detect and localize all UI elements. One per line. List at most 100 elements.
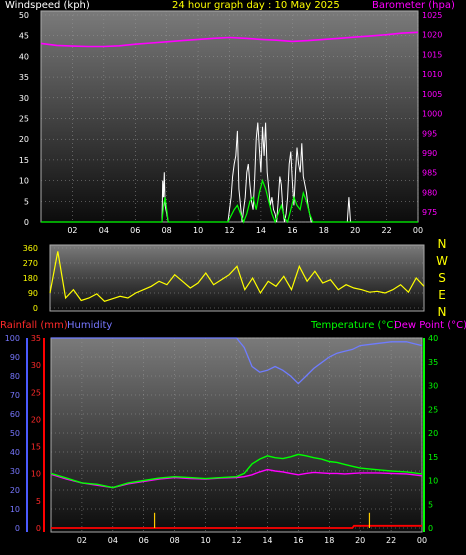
barometer-tick-label: 985 xyxy=(422,169,437,178)
x-tick-label: 20 xyxy=(350,226,360,235)
barometer-tick-label: 1010 xyxy=(422,70,442,79)
humidity-tick-label: 20 xyxy=(10,486,20,495)
x-tick-label: 20 xyxy=(355,536,365,545)
wind-tick-label: 45 xyxy=(19,32,29,41)
page-title: 24 hour graph day : 10 May 2025 xyxy=(172,0,340,11)
x-tick-label: 06 xyxy=(130,226,140,235)
barometer-tick-label: 1000 xyxy=(422,110,442,119)
windspeed-line xyxy=(41,178,418,224)
direction-panel xyxy=(49,244,425,312)
compass-s: S xyxy=(438,271,446,285)
x-tick-label: 18 xyxy=(319,226,329,235)
barometer-tick-label: 995 xyxy=(422,129,437,138)
humidity-tick-label: 80 xyxy=(10,372,20,381)
humidity-tick-label: 50 xyxy=(10,429,20,438)
wind-tick-label: 5 xyxy=(24,197,29,206)
windspeed-axis-label: Windspeed (kph) xyxy=(5,0,90,11)
humidity-axis-label: Humidity xyxy=(67,320,113,331)
x-tick-label: 16 xyxy=(293,536,303,545)
barometer-tick-label: 975 xyxy=(422,208,437,217)
rain-tick-label: 35 xyxy=(31,334,41,343)
direction-tick-label: 180 xyxy=(23,274,38,283)
direction-tick-label: 360 xyxy=(23,244,38,253)
barometer-tick-label: 1020 xyxy=(422,31,442,40)
temperature-tick-label: 5 xyxy=(428,500,433,509)
rain-tick-label: 0 xyxy=(36,524,41,533)
wind-tick-label: 25 xyxy=(19,115,29,124)
x-tick-label: 22 xyxy=(386,536,396,545)
x-tick-label: 10 xyxy=(193,226,203,235)
rain-tick-label: 10 xyxy=(31,470,41,479)
humidity-tick-label: 40 xyxy=(10,448,20,457)
gust-line xyxy=(41,122,418,223)
temperature-tick-label: 15 xyxy=(428,453,438,462)
humidity-line xyxy=(51,337,423,385)
humidity-tick-label: 30 xyxy=(10,467,20,476)
wind-tick-label: 0 xyxy=(24,218,29,227)
temperature-tick-label: 20 xyxy=(428,429,438,438)
barometer-tick-label: 1005 xyxy=(422,90,442,99)
rain-tick-label: 5 xyxy=(36,497,41,506)
rainfall-line xyxy=(51,524,422,529)
wind-tick-label: 40 xyxy=(19,52,29,61)
x-tick-label: 06 xyxy=(139,536,149,545)
barometer-line xyxy=(40,31,419,48)
barometer-tick-label: 1015 xyxy=(422,50,442,59)
barometer-tick-label: 990 xyxy=(422,149,437,158)
x-tick-label: 04 xyxy=(108,536,118,545)
compass-e: E xyxy=(438,288,446,302)
temperature-tick-label: 0 xyxy=(428,524,433,533)
humidity-tick-label: 90 xyxy=(10,353,20,362)
humidity-tick-label: 60 xyxy=(10,410,20,419)
barometer-tick-label: 980 xyxy=(422,188,437,197)
x-tick-label: 22 xyxy=(381,226,391,235)
x-tick-label: 16 xyxy=(287,226,297,235)
x-tick-label: 12 xyxy=(224,226,234,235)
x-tick-label: 10 xyxy=(200,536,210,545)
temperature-line xyxy=(50,453,423,489)
rain-tick-label: 25 xyxy=(31,388,41,397)
barometer-tick-label: 1025 xyxy=(422,11,442,20)
humidity-tick-label: 0 xyxy=(15,524,20,533)
temperature-tick-label: 40 xyxy=(428,334,438,343)
rainfall-axis-label: Rainfall (mm) xyxy=(0,320,68,331)
wind-tick-label: 35 xyxy=(19,73,29,82)
x-tick-label: 08 xyxy=(162,226,172,235)
wind-panel xyxy=(40,10,419,223)
temperature-tick-label: 25 xyxy=(428,405,438,414)
x-tick-label: 18 xyxy=(324,536,334,545)
rain-tick-label: 30 xyxy=(31,361,41,370)
temperature-axis-label: Temperature (°C) xyxy=(311,320,398,331)
x-tick-label: 14 xyxy=(256,226,266,235)
x-tick-label: 04 xyxy=(99,226,109,235)
wind-tick-label: 20 xyxy=(19,135,29,144)
wind-tick-label: 50 xyxy=(19,11,29,20)
temperature-tick-label: 10 xyxy=(428,477,438,486)
temperature-tick-label: 30 xyxy=(428,382,438,391)
humidity-tick-label: 70 xyxy=(10,391,20,400)
x-tick-label: 02 xyxy=(77,536,87,545)
direction-tick-label: 270 xyxy=(23,259,38,268)
compass-w: W xyxy=(436,254,448,268)
x-tick-label: 02 xyxy=(67,226,77,235)
temperature-tick-label: 35 xyxy=(428,358,438,367)
wind-direction-line xyxy=(49,251,425,302)
compass-n-top: N xyxy=(437,237,447,251)
dewpoint-axis-label: Dew Point (°C) xyxy=(394,320,466,331)
x-tick-label: 14 xyxy=(262,536,272,545)
compass-n-bottom: N xyxy=(437,305,447,319)
humidity-tick-label: 100 xyxy=(5,334,20,343)
x-tick-label: 00 xyxy=(417,536,427,545)
wind-tick-label: 15 xyxy=(19,156,29,165)
wind-tick-label: 30 xyxy=(19,94,29,103)
wind-tick-label: 10 xyxy=(19,177,29,186)
direction-tick-label: 0 xyxy=(33,304,38,313)
rain-tick-label: 20 xyxy=(31,415,41,424)
direction-tick-label: 90 xyxy=(28,289,38,298)
barometer-axis-label: Barometer (hpa) xyxy=(372,0,455,11)
dewpoint-line xyxy=(50,468,423,489)
humidity-tick-label: 10 xyxy=(10,505,20,514)
rain-tick-label: 15 xyxy=(31,443,41,452)
